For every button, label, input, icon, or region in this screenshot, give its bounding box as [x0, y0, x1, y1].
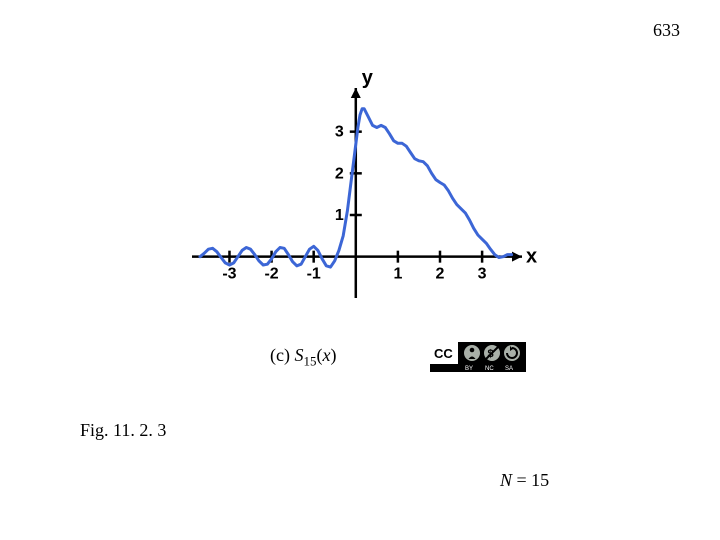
svg-text:SA: SA [505, 366, 513, 372]
svg-text:3: 3 [335, 124, 344, 141]
svg-text:2: 2 [436, 266, 445, 283]
svg-text:-3: -3 [222, 266, 236, 283]
page-number: 633 [653, 20, 680, 41]
svg-text:1: 1 [393, 266, 402, 283]
svg-text:1: 1 [335, 207, 344, 224]
chart-container: -3 -2 -1 1 2 3 1 2 3 y x [180, 70, 540, 330]
n-eq: = 15 [512, 470, 549, 490]
svg-text:-1: -1 [307, 266, 321, 283]
svg-text:-2: -2 [264, 266, 278, 283]
caption-arg: (x) [316, 345, 336, 365]
caption-prefix: (c) [270, 345, 294, 365]
subplot-caption: (c) S15(x) [270, 345, 336, 370]
cc-license-badge: CC $ BY NC SA [430, 342, 526, 372]
svg-text:2: 2 [335, 165, 344, 182]
caption-subscript: 15 [303, 354, 316, 369]
n-symbol: N [500, 470, 512, 490]
svg-text:y: y [362, 70, 374, 89]
svg-text:CC: CC [434, 346, 453, 361]
svg-text:NC: NC [485, 366, 494, 372]
svg-text:x: x [526, 246, 537, 268]
chart-svg: -3 -2 -1 1 2 3 1 2 3 y x [180, 70, 540, 330]
figure-label: Fig. 11. 2. 3 [80, 420, 166, 441]
svg-text:BY: BY [465, 366, 473, 372]
svg-text:3: 3 [478, 266, 487, 283]
n-value: N = 15 [500, 470, 549, 491]
